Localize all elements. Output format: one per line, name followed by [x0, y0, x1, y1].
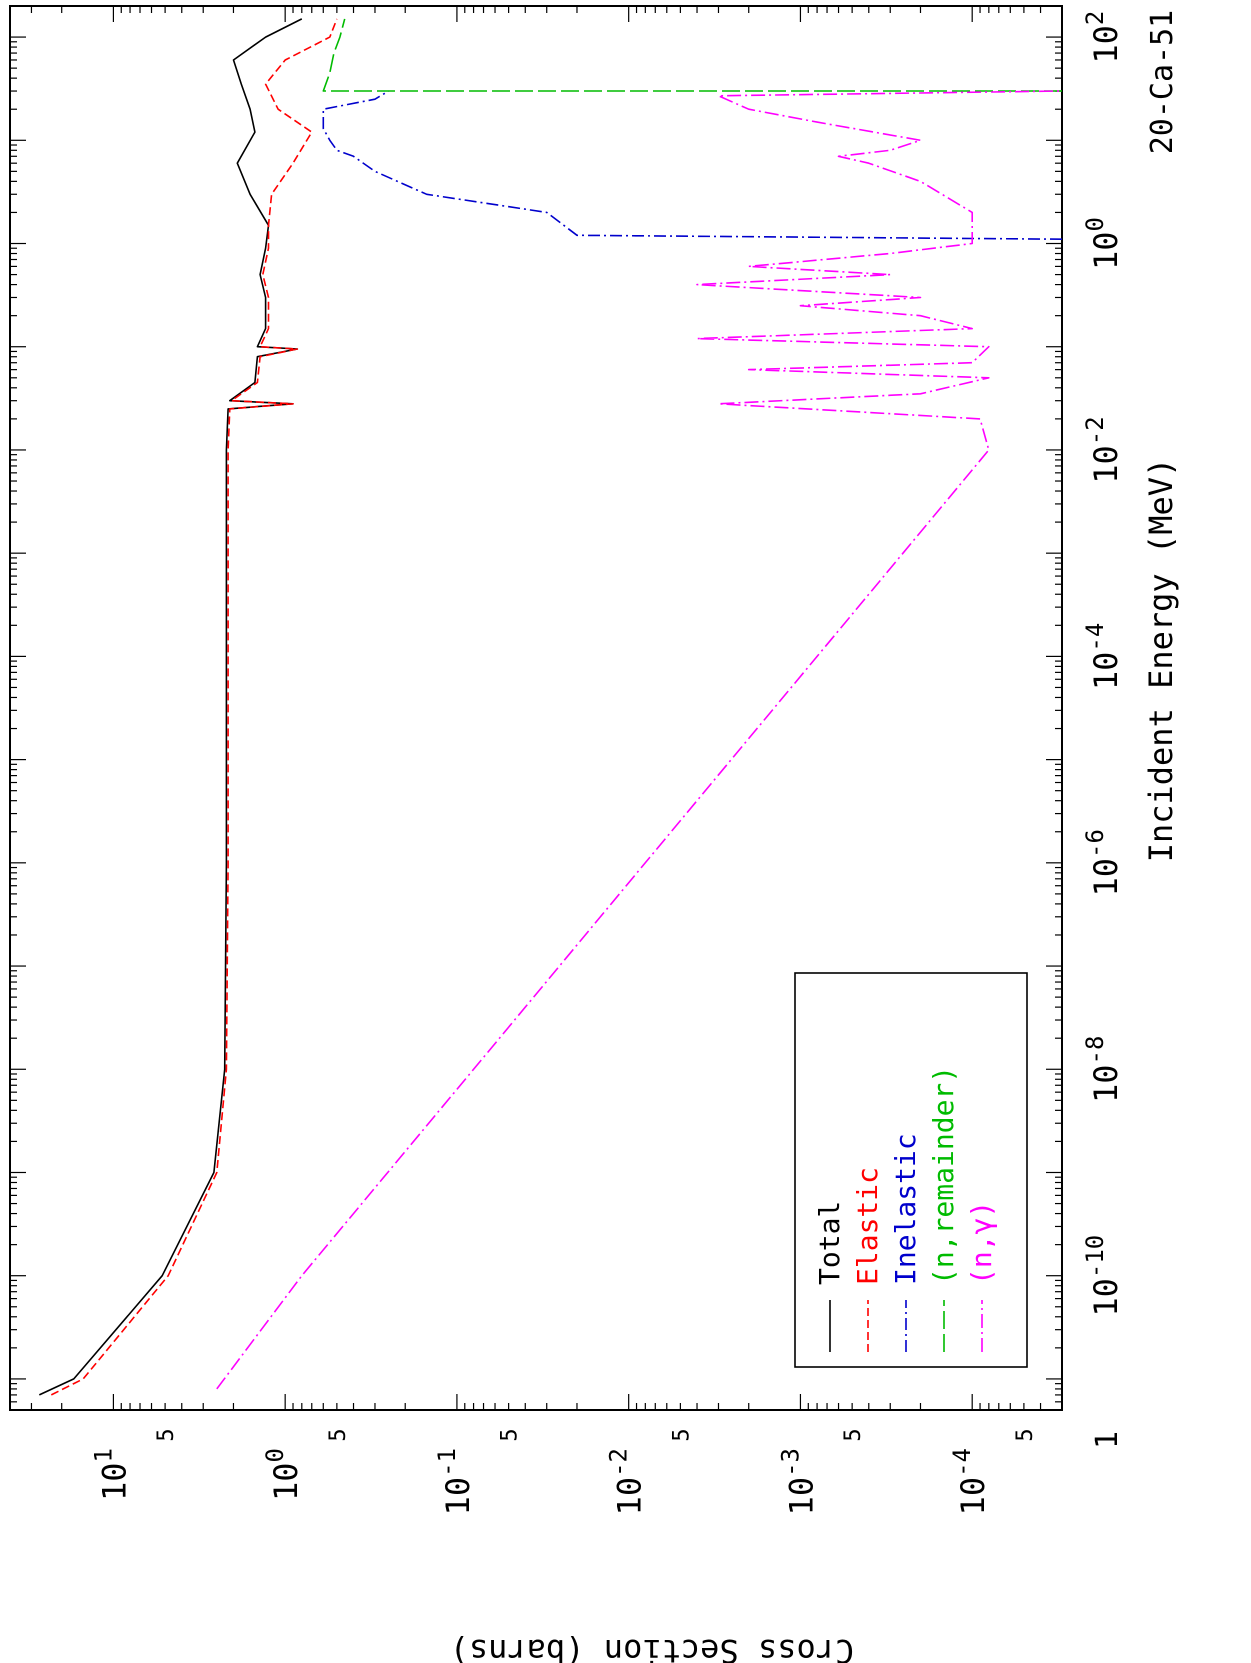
legend-label: Total [813, 1201, 846, 1285]
y-tick-label: 100 [261, 1448, 305, 1501]
y-tick-label: 10-2 [605, 1448, 649, 1515]
x-tick-label-text: 10-2 [1081, 416, 1125, 483]
legend-group: Total Elastic Inelastic (n,remainder) (n,γ) [794, 972, 1028, 1368]
n-remainder-curve [322, 18, 1062, 92]
plot-frame [9, 5, 1063, 1411]
x-tick-label: 10-6 [1081, 829, 1125, 896]
y-tick-label-text: 10-1 [433, 1448, 477, 1515]
legend-label: (n,remainder) [927, 1066, 960, 1285]
y-minor-label: 5 [154, 1428, 179, 1441]
y-minor-label: 5 [1013, 1428, 1038, 1441]
y-tick-label: 10-4 [948, 1448, 992, 1515]
x-tick-label: 102 [1081, 11, 1125, 64]
legend-label: (n,γ) [965, 1201, 998, 1285]
x-tick-label: 10-4 [1081, 623, 1125, 690]
y-tick-label-text: 10-2 [605, 1448, 649, 1515]
y-tick-label: 10-3 [776, 1448, 820, 1515]
x-tick-label: 100 [1081, 217, 1125, 270]
y-tick-label-text: 100 [261, 1448, 305, 1501]
legend-box [794, 972, 1028, 1368]
x-tick-label: 10-2 [1081, 416, 1125, 483]
axis-ticks-group [9, 5, 1063, 1411]
y-tick-label-text: 10-4 [948, 1448, 992, 1515]
x-axis-title: Incident Energy (MeV) [1142, 458, 1180, 863]
y-minor-label: 5 [841, 1428, 866, 1441]
x-tick-label-text: 102 [1081, 11, 1125, 64]
x-tick-label-text: 10-8 [1081, 1036, 1125, 1103]
x-tick-label: 10-8 [1081, 1036, 1125, 1103]
material-label: 20-Ca-51 [1145, 10, 1180, 155]
plot-frame-group [9, 5, 1063, 1411]
y-tick-label: 101 [89, 1448, 133, 1501]
corner-label: 1 [1090, 1431, 1125, 1449]
series-group [38, 18, 1063, 1396]
y-tick-label-text: 101 [89, 1448, 133, 1501]
y-minor-label: 5 [669, 1428, 694, 1441]
y-minor-label: 5 [326, 1428, 351, 1441]
y-minor-label: 5 [498, 1428, 523, 1441]
elastic-curve [50, 18, 338, 1396]
y-axis-title: Cross Section (barns) [450, 1632, 855, 1663]
y-tick-label: 10-1 [433, 1448, 477, 1515]
axis-labels-group: 10-10 10-8 10-6 10-4 10-2 100 102 101 100 10-1 10-… [89, 10, 1180, 1663]
y-tick-label-text: 10-3 [776, 1448, 820, 1515]
legend-label: Inelastic [889, 1133, 922, 1285]
x-tick-label: 10-10 [1081, 1235, 1125, 1317]
x-tick-label-text: 10-6 [1081, 829, 1125, 896]
x-tick-label-text: 10-10 [1081, 1235, 1125, 1317]
legend-label: Elastic [851, 1167, 884, 1285]
x-tick-label-text: 10-4 [1081, 623, 1125, 690]
inelastic-curve [322, 90, 1063, 240]
x-tick-label-text: 100 [1081, 217, 1125, 270]
n-gamma-curve [216, 90, 1063, 1390]
